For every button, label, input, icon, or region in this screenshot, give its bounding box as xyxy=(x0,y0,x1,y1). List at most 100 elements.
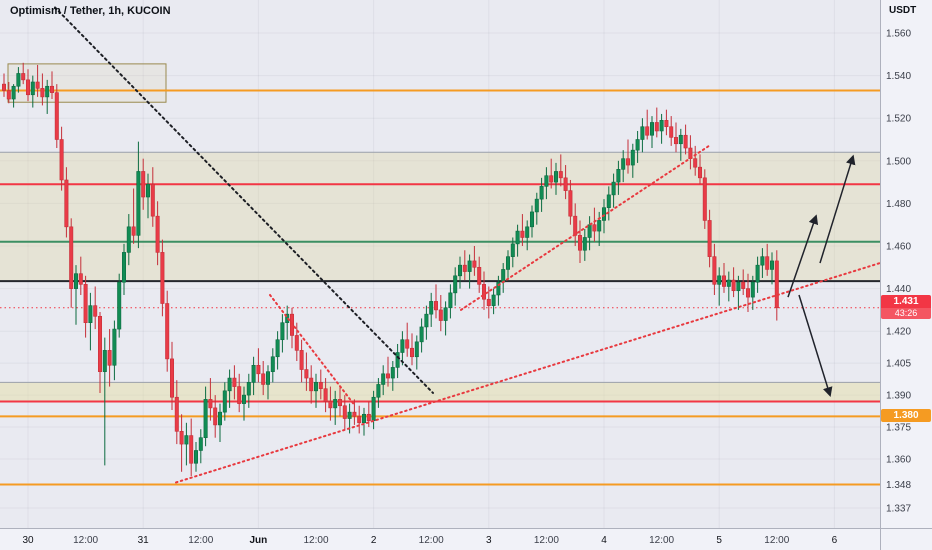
price-tick-label[interactable]: 1.500 xyxy=(886,156,911,167)
candle[interactable] xyxy=(208,378,213,421)
candle[interactable] xyxy=(59,126,64,191)
candle[interactable] xyxy=(534,192,539,225)
candle[interactable] xyxy=(424,305,429,340)
candle[interactable] xyxy=(242,386,247,421)
price-tick-label[interactable]: 1.520 xyxy=(886,114,911,125)
candle[interactable] xyxy=(438,294,443,332)
candle[interactable] xyxy=(131,188,136,244)
candle[interactable] xyxy=(237,373,242,413)
candle[interactable] xyxy=(74,265,79,325)
candle[interactable] xyxy=(400,331,405,366)
candle[interactable] xyxy=(309,365,314,404)
candle[interactable] xyxy=(448,284,453,319)
candle[interactable] xyxy=(160,239,165,317)
candle[interactable] xyxy=(150,167,155,227)
candle[interactable] xyxy=(414,335,419,370)
price-tick-label[interactable]: 1.390 xyxy=(886,391,911,402)
candle[interactable] xyxy=(606,186,611,221)
time-axis-label[interactable]: Jun xyxy=(250,535,268,546)
candle[interactable] xyxy=(630,143,635,178)
candle[interactable] xyxy=(122,243,127,295)
projection-arrow-down[interactable] xyxy=(798,294,833,397)
price-tick-label[interactable]: 1.560 xyxy=(886,29,911,40)
candle[interactable] xyxy=(246,373,251,408)
plot-area[interactable] xyxy=(0,0,880,528)
candle[interactable] xyxy=(721,263,726,293)
price-tick-label[interactable]: 1.420 xyxy=(886,327,911,338)
candle[interactable] xyxy=(16,67,21,93)
candle[interactable] xyxy=(621,150,626,183)
candle[interactable] xyxy=(270,348,275,383)
candle[interactable] xyxy=(462,250,467,281)
time-axis-label[interactable]: 12:00 xyxy=(534,535,559,546)
candle[interactable] xyxy=(568,179,573,225)
candle[interactable] xyxy=(520,214,525,246)
time-axis-label[interactable]: 12:00 xyxy=(419,535,444,546)
candle[interactable] xyxy=(280,314,285,353)
candle[interactable] xyxy=(136,141,141,249)
candle[interactable] xyxy=(357,405,362,434)
candle[interactable] xyxy=(429,292,434,327)
candle[interactable] xyxy=(635,130,640,163)
time-axis-label[interactable]: 2 xyxy=(371,535,377,546)
candle[interactable] xyxy=(381,365,386,396)
candle[interactable] xyxy=(25,69,30,102)
price-tick-label[interactable]: 1.440 xyxy=(886,284,911,295)
candle[interactable] xyxy=(496,275,501,306)
candle[interactable] xyxy=(693,145,698,176)
candle[interactable] xyxy=(515,224,520,257)
candle[interactable] xyxy=(419,318,424,353)
candle[interactable] xyxy=(405,322,410,357)
candle[interactable] xyxy=(333,390,338,425)
candle[interactable] xyxy=(265,365,270,400)
candle[interactable] xyxy=(390,361,395,391)
time-axis-label[interactable]: 12:00 xyxy=(649,535,674,546)
candle[interactable] xyxy=(256,348,261,383)
candle[interactable] xyxy=(165,290,170,372)
candle[interactable] xyxy=(174,380,179,445)
candle[interactable] xyxy=(11,84,16,108)
projection-arrow-up-1[interactable] xyxy=(787,214,819,298)
candle[interactable] xyxy=(525,220,530,251)
candle[interactable] xyxy=(611,173,616,208)
candle[interactable] xyxy=(102,337,107,466)
upper-supply-zone[interactable] xyxy=(0,152,880,282)
candle[interactable] xyxy=(697,154,702,185)
candle[interactable] xyxy=(491,288,496,315)
candle[interactable] xyxy=(510,237,515,268)
candle[interactable] xyxy=(529,205,534,238)
candle[interactable] xyxy=(582,228,587,261)
lower-demand-zone[interactable] xyxy=(0,382,880,402)
candle[interactable] xyxy=(745,273,750,313)
candle[interactable] xyxy=(107,329,112,387)
candle[interactable] xyxy=(453,267,458,306)
candle[interactable] xyxy=(741,269,746,295)
candle[interactable] xyxy=(443,301,448,336)
candle[interactable] xyxy=(78,256,83,295)
price-tick-label[interactable]: 1.460 xyxy=(886,242,911,253)
candle[interactable] xyxy=(93,286,98,330)
candle[interactable] xyxy=(549,158,554,189)
candle[interactable] xyxy=(760,248,765,278)
candle[interactable] xyxy=(558,154,563,187)
ascending-red-dotted-trendline-long[interactable] xyxy=(175,262,881,484)
time-axis-label[interactable]: 12:00 xyxy=(188,535,213,546)
candle[interactable] xyxy=(40,73,45,106)
candle[interactable] xyxy=(409,333,414,366)
candle[interactable] xyxy=(563,165,568,200)
descending-red-dotted-trendline-short[interactable] xyxy=(269,293,356,407)
candle[interactable] xyxy=(683,124,688,155)
candle[interactable] xyxy=(69,218,74,308)
candle[interactable] xyxy=(30,75,35,108)
candle[interactable] xyxy=(112,320,117,381)
candle[interactable] xyxy=(395,343,400,379)
projection-arrow-up-2[interactable] xyxy=(819,154,856,264)
candle[interactable] xyxy=(645,109,650,140)
candle[interactable] xyxy=(385,356,390,387)
candle[interactable] xyxy=(457,256,462,289)
candle[interactable] xyxy=(299,339,304,383)
candle[interactable] xyxy=(433,284,438,319)
candle[interactable] xyxy=(539,177,544,212)
candle[interactable] xyxy=(294,322,299,362)
descending-black-dotted-trendline[interactable] xyxy=(54,6,434,394)
